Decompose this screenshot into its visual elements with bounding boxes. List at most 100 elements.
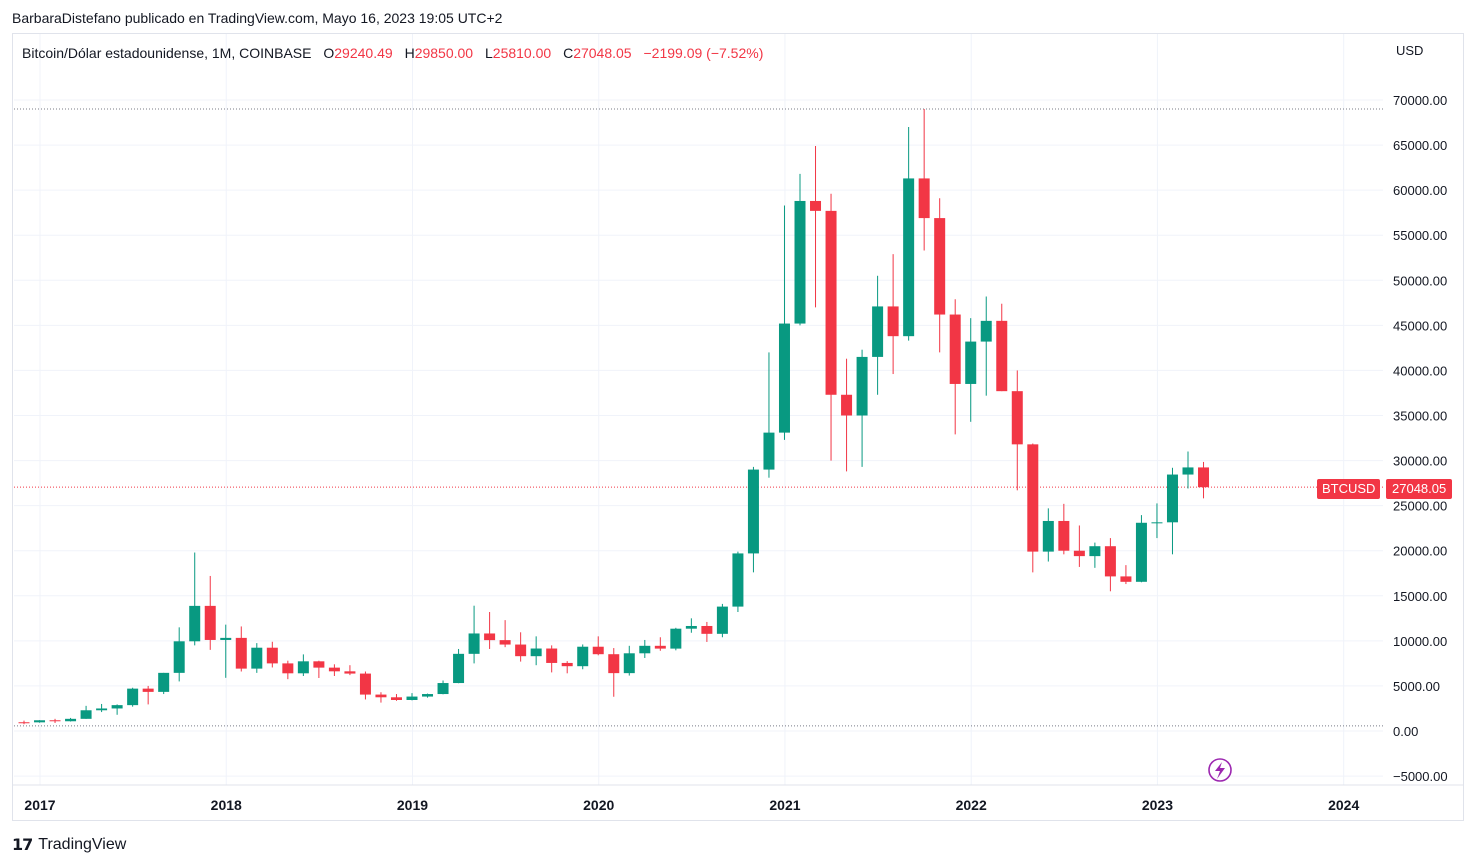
y-tick-label: 65000.00	[1393, 138, 1447, 153]
y-tick-label: 5000.00	[1393, 679, 1440, 694]
candle	[1151, 503, 1163, 539]
candle	[173, 627, 185, 682]
candle	[1027, 443, 1039, 573]
candle	[794, 173, 806, 326]
y-tick-label: 35000.00	[1393, 409, 1447, 424]
publisher-line: BarbaraDistefano publicado en TradingVie…	[12, 10, 503, 26]
candle	[841, 358, 853, 472]
candle-body	[375, 694, 387, 698]
candle-body	[266, 647, 278, 664]
candle	[903, 127, 915, 341]
candle-body	[204, 605, 216, 640]
ohlc-legend: Bitcoin/Dólar estadounidense, 1M, COINBA…	[22, 45, 763, 61]
candle	[80, 705, 92, 719]
candle	[220, 624, 232, 678]
candles	[18, 109, 1210, 725]
candle	[1166, 467, 1178, 555]
chart-grid	[14, 34, 1383, 785]
candle-body	[918, 178, 930, 219]
candle-body	[825, 210, 837, 395]
change-value: −2199.09 (−7.52%)	[643, 45, 764, 61]
candle	[685, 618, 697, 633]
candle	[127, 687, 139, 707]
candle	[515, 632, 527, 662]
candle	[670, 627, 682, 651]
candle-body	[592, 646, 604, 655]
candle	[747, 466, 759, 573]
candle	[96, 703, 108, 713]
candle-body	[1120, 576, 1132, 582]
candle-body	[515, 644, 527, 657]
y-tick-label: 10000.00	[1393, 634, 1447, 649]
candle	[375, 692, 387, 703]
candle-body	[189, 605, 201, 642]
symbol-label[interactable]: Bitcoin/Dólar estadounidense, 1M, COINBA…	[22, 45, 312, 61]
y-tick-label: 60000.00	[1393, 183, 1447, 198]
x-tick-label: 2023	[1142, 797, 1173, 813]
candle	[872, 275, 884, 395]
candle-body	[1198, 467, 1210, 488]
y-tick-label: 15000.00	[1393, 589, 1447, 604]
candle-body	[173, 641, 185, 673]
candle	[996, 303, 1008, 392]
candle-body	[453, 653, 465, 684]
candle	[111, 704, 123, 715]
candle-body	[220, 637, 232, 640]
candle-body	[949, 314, 961, 384]
y-tick-label: 55000.00	[1393, 228, 1447, 243]
candle	[918, 109, 930, 251]
candle-body	[80, 710, 92, 719]
candle-body	[1182, 467, 1194, 475]
candle	[530, 636, 542, 666]
candle-body	[251, 647, 263, 669]
candle-body	[577, 646, 589, 667]
candle-body	[794, 200, 806, 324]
tradingview-logo[interactable]: 𝟭𝟳 TradingView	[12, 835, 126, 855]
candle	[825, 193, 837, 461]
high-label: H	[404, 45, 415, 61]
candle	[577, 644, 589, 670]
candle	[251, 643, 263, 673]
candle-body	[887, 306, 899, 337]
candle-body	[1058, 520, 1070, 551]
candle	[965, 318, 977, 422]
lightning-icon[interactable]	[1208, 758, 1232, 782]
last-price-tag: 27048.05	[1386, 479, 1453, 499]
candle	[934, 198, 946, 353]
x-tick-label: 2022	[956, 797, 987, 813]
candle-body	[282, 663, 294, 674]
candle-body	[732, 553, 744, 607]
candle-body	[18, 722, 30, 724]
candle-body	[670, 628, 682, 649]
candle-body	[996, 320, 1008, 392]
candle-body	[841, 394, 853, 416]
candle	[716, 603, 728, 638]
candle-body	[468, 633, 480, 654]
candle-body	[328, 667, 340, 672]
candle	[484, 612, 496, 649]
candle	[437, 680, 449, 695]
candle-body	[608, 654, 620, 674]
currency-label[interactable]: USD	[1396, 43, 1424, 58]
candle-body	[903, 178, 915, 337]
candle	[546, 645, 558, 673]
x-tick-label: 2018	[211, 797, 242, 813]
candle-body	[1073, 550, 1085, 557]
open-value: 29240.49	[334, 45, 393, 61]
candle	[344, 665, 356, 676]
close-value: 27048.05	[573, 45, 632, 61]
candle-body	[1104, 546, 1116, 577]
candle	[561, 661, 573, 674]
candle	[204, 575, 216, 650]
candle	[639, 639, 651, 658]
candle	[1042, 508, 1054, 562]
candle-body	[561, 662, 573, 667]
reference-lines	[14, 108, 1383, 727]
candle	[608, 648, 620, 697]
candle-body	[763, 432, 775, 470]
candle	[1011, 370, 1023, 491]
candle	[18, 720, 30, 725]
candle	[810, 145, 822, 308]
candle-body	[484, 633, 496, 641]
